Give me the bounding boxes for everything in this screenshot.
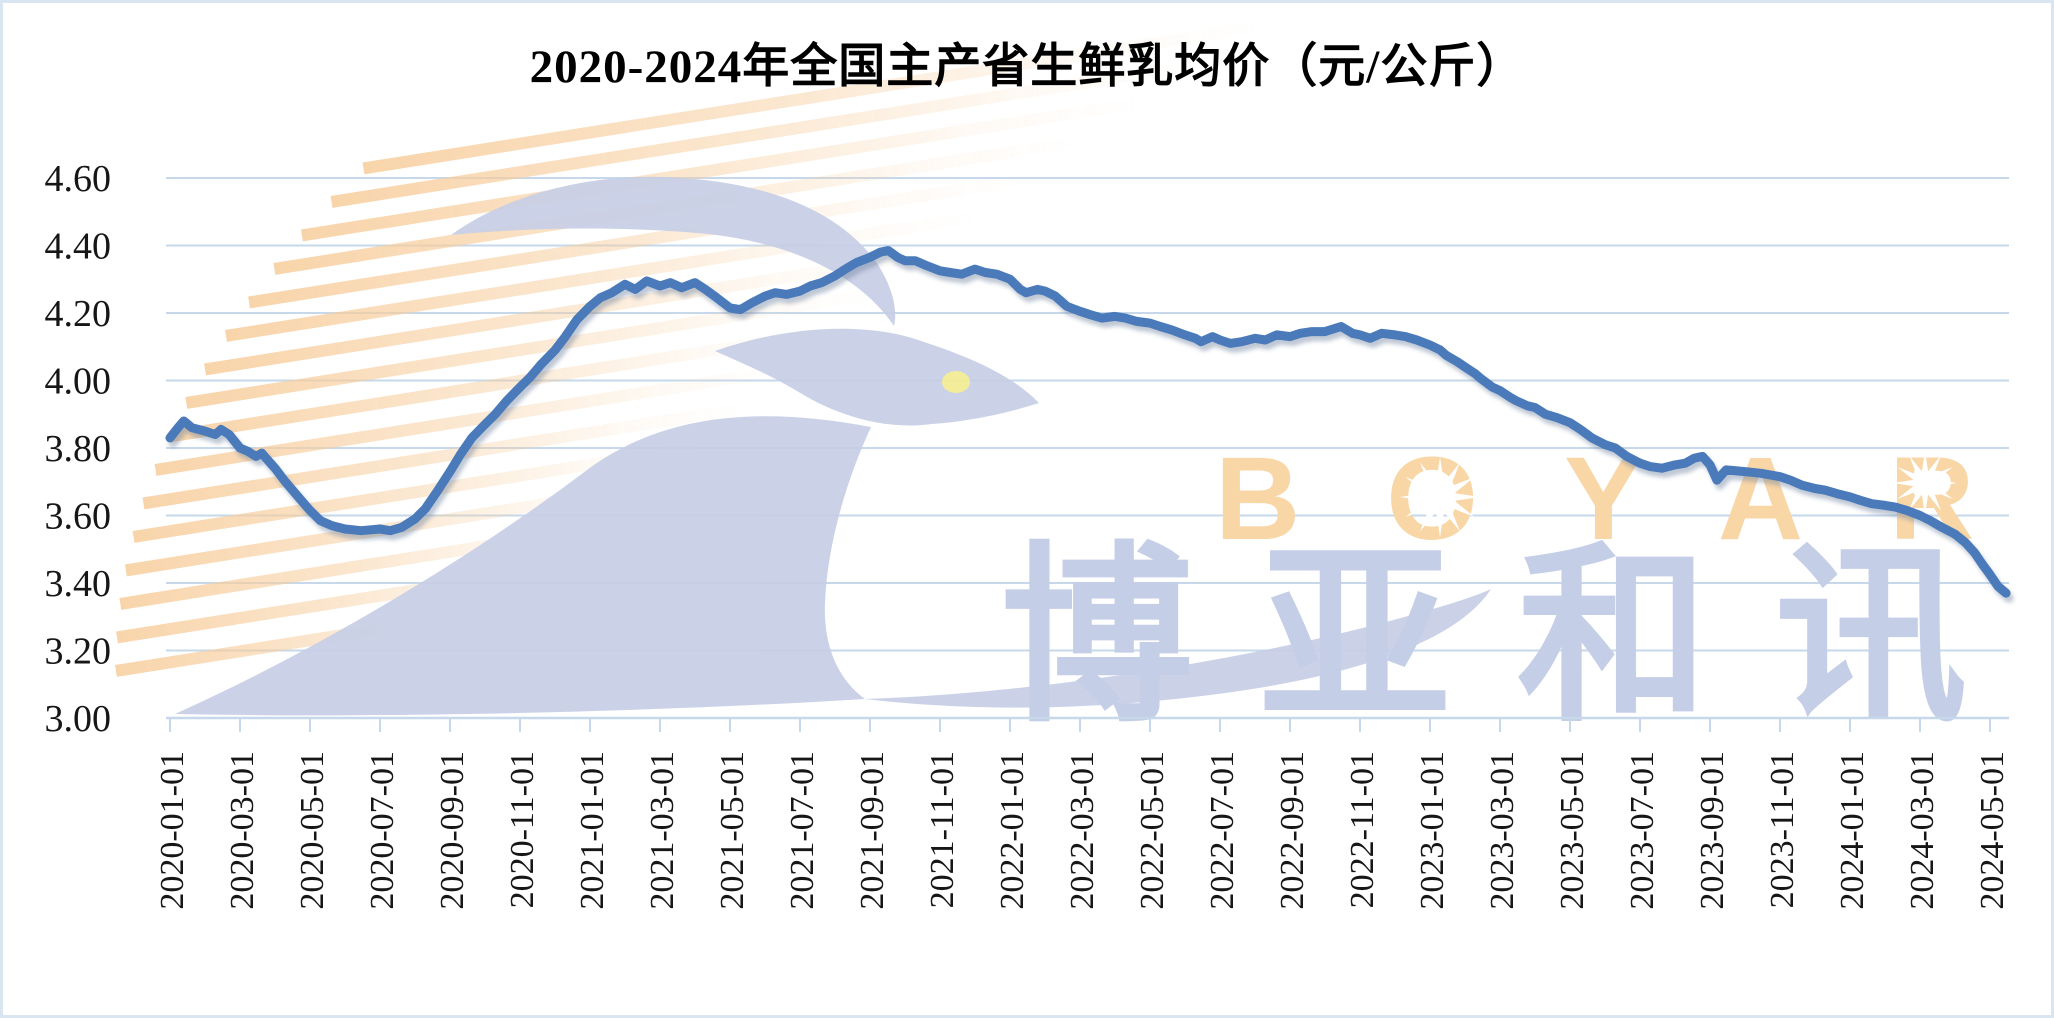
y-axis-tick-label: 3.20 [45, 631, 112, 673]
y-axis-labels: 4.60 4.40 4.20 4.00 3.80 3.60 3.40 3.20 3.00 [45, 158, 112, 740]
x-axis-tick-label: 2020-03-01 [224, 751, 261, 910]
y-axis-tick-label: 3.40 [45, 563, 112, 605]
watermark-stripe [362, 20, 1264, 175]
bird-upper-wing [451, 176, 896, 326]
y-axis-tick-label: 3.60 [45, 496, 112, 538]
x-axis-tick-label: 2021-11-01 [924, 751, 961, 908]
x-axis-tick-label: 2020-11-01 [504, 751, 541, 908]
bird-head [715, 328, 1039, 426]
x-axis-tick-label: 2024-01-01 [1834, 751, 1871, 910]
watermark-stripe [185, 287, 879, 409]
watermark-bird-logo-icon [175, 176, 1491, 716]
x-axis-tick-label: 2024-03-01 [1904, 751, 1941, 910]
y-axis-tick-label: 4.00 [45, 361, 112, 403]
watermark-stripe [154, 363, 789, 476]
price-line-series [165, 246, 2011, 598]
x-axis-tick-label: 2021-05-01 [714, 751, 751, 910]
x-axis-tick-label: 2023-01-01 [1414, 751, 1451, 910]
x-axis-tick-label: 2022-05-01 [1134, 751, 1171, 910]
starburst-in-O-icon [1400, 457, 1480, 537]
raw-milk-price-chart: BOYAR 博亚和讯 4.604.404.204.003.803.603.403… [45, 20, 2033, 910]
x-axis-tick-label: 2020-09-01 [434, 751, 471, 910]
watermark-stripe [168, 325, 833, 443]
y-axis-tick-label: 3.00 [45, 698, 112, 740]
y-axis-tick-label: 4.60 [45, 158, 112, 200]
watermark-stripe [132, 440, 708, 543]
x-axis-tick-label: 2024-05-01 [1974, 751, 2011, 910]
x-axis-labels: 2020-01-01 2020-03-01 2020-05-01 2020-07-01… [154, 751, 2011, 910]
y-axis-tick-label: 3.80 [45, 428, 112, 470]
x-axis-tick-label: 2022-09-01 [1274, 751, 1311, 910]
bird-body-wing [175, 416, 871, 716]
x-axis-tick-label: 2020-05-01 [294, 751, 331, 910]
x-axis-tick-label: 2021-07-01 [784, 751, 821, 910]
watermark-stripe [330, 58, 1202, 208]
bird-eye-icon [942, 371, 970, 393]
x-axis-tick-label: 2023-07-01 [1624, 751, 1661, 910]
x-axis [166, 716, 2009, 732]
x-axis-tick-label: 2022-01-01 [994, 751, 1031, 910]
y-axis-tick-label: 4.20 [45, 293, 112, 335]
y-axis-tick-label: 4.40 [45, 226, 112, 268]
watermark-stripe [204, 249, 927, 376]
x-axis-tick-label: 2021-09-01 [854, 751, 891, 910]
watermark-stripe [142, 402, 747, 510]
x-axis-tick-label: 2022-03-01 [1064, 751, 1101, 910]
watermark-stripe [248, 172, 1031, 309]
x-axis-tick-label: 2023-11-01 [1764, 751, 1801, 908]
x-axis-tick-label: 2023-05-01 [1554, 751, 1591, 910]
chart-title: 2020-2024年全国主产省生鲜乳均价（元/公斤） [529, 41, 1525, 93]
bird-tail-swoosh [865, 589, 1491, 708]
x-axis-tick-label: 2023-03-01 [1484, 751, 1521, 910]
x-axis-tick-label: 2020-01-01 [154, 751, 191, 910]
watermark-boya-hexun-text: 博亚和讯 [1001, 526, 2033, 749]
x-axis-tick-label: 2020-07-01 [364, 751, 401, 910]
x-axis-tick-label: 2023-09-01 [1694, 751, 1731, 910]
x-axis-tick-label: 2021-03-01 [644, 751, 681, 910]
x-axis-tick-label: 2021-01-01 [574, 751, 611, 910]
starburst-in-R-icon [1893, 451, 1957, 515]
x-axis-tick-label: 2022-11-01 [1344, 751, 1381, 908]
x-axis-tick-label: 2022-07-01 [1204, 751, 1241, 910]
